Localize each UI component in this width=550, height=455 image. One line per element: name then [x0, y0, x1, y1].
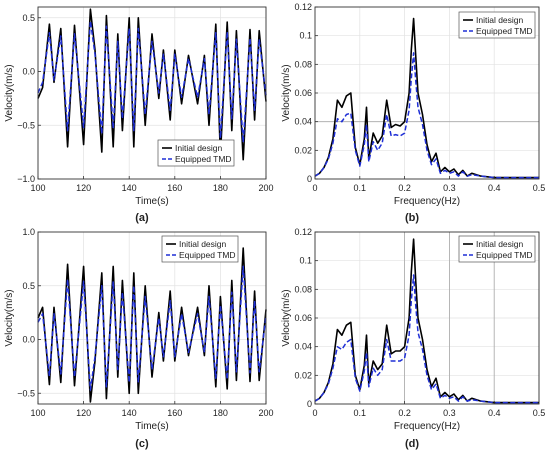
y-tick-label: 0.1 [299, 31, 312, 41]
x-axis-label: Frequency(Hz) [394, 196, 460, 207]
series-line-initial-design [37, 8, 267, 161]
y-tick-label: 0.1 [299, 256, 312, 266]
y-tick-label: 0.0 [22, 67, 35, 77]
series-line-equipped-tmd [314, 274, 539, 404]
x-tick-label: 0.2 [398, 408, 411, 418]
panel-b: (b) 0 0.1 0.2 0.3 0.4 0.5 0 0.02 0.04 0.06 0.08 0.1… [281, 2, 545, 224]
legend-label: Equipped TMD [476, 250, 533, 260]
axes-frame [37, 231, 267, 405]
legend-label: Initial design [179, 239, 227, 249]
x-tick-label: 160 [167, 408, 182, 418]
series-line-equipped-tmd [37, 20, 267, 144]
x-axis-label: Time(s) [135, 196, 169, 207]
x-tick-label: 0.3 [443, 408, 456, 418]
y-tick-label: −0.5 [17, 388, 35, 398]
x-tick-label: 0 [312, 183, 317, 193]
x-tick-label: 100 [30, 408, 45, 418]
panel-label: (d) [405, 438, 419, 450]
legend-label: Equipped TMD [179, 250, 236, 260]
x-tick-label: 0.5 [533, 183, 546, 193]
panel-label: (a) [135, 212, 149, 224]
y-axis-label: Velocity(m/s) [281, 64, 292, 121]
y-tick-label: 0.02 [294, 145, 312, 155]
y-tick-label: 0.02 [294, 370, 312, 380]
y-axis-label: Velocity(m/s) [4, 64, 15, 121]
y-axis-label: Velocity(m/s) [4, 289, 15, 346]
y-tick-label: 0.04 [294, 342, 312, 352]
y-tick-label: 1.0 [22, 227, 35, 237]
legend-box [161, 235, 239, 263]
x-tick-label: 160 [167, 183, 182, 193]
x-tick-label: 180 [213, 408, 228, 418]
x-tick-label: 0.1 [354, 408, 367, 418]
legend-box [458, 235, 536, 263]
series-line-initial-design [314, 17, 539, 179]
x-tick-label: 0.2 [398, 183, 411, 193]
x-tick-label: 120 [76, 408, 91, 418]
legend-label: Equipped TMD [476, 26, 533, 36]
series-line-initial-design [314, 238, 539, 404]
y-tick-label: 0.08 [294, 59, 312, 69]
y-tick-label: 0.04 [294, 117, 312, 127]
x-tick-label: 0.3 [443, 183, 456, 193]
legend-label: Equipped TMD [175, 154, 232, 164]
x-tick-label: 0.5 [533, 408, 546, 418]
panel-a: (a) 100 120 140 160 180 200 −1.0 −0.5 0.0 0.5 Time… [4, 6, 274, 224]
y-tick-label: 0.08 [294, 284, 312, 294]
panel-label: (c) [135, 438, 149, 450]
y-tick-label: 0.12 [294, 2, 312, 12]
series-line-equipped-tmd [37, 265, 267, 391]
series-line-equipped-tmd [314, 52, 539, 179]
y-tick-label: −0.5 [17, 120, 35, 130]
y-tick-label: 0.06 [294, 88, 312, 98]
x-tick-label: 100 [30, 183, 45, 193]
x-axis-label: Time(s) [135, 421, 169, 432]
legend-label: Initial design [476, 15, 524, 25]
series-line-initial-design [37, 247, 267, 403]
y-tick-label: 0.06 [294, 313, 312, 323]
legend-label: Initial design [476, 239, 524, 249]
y-axis-label: Velocity(m/s) [281, 289, 292, 346]
x-tick-label: 0.4 [488, 183, 501, 193]
x-tick-label: 120 [76, 183, 91, 193]
x-axis-label: Frequency(Hz) [394, 421, 460, 432]
x-tick-label: 0 [312, 408, 317, 418]
legend-box [157, 139, 235, 167]
axes-frame [37, 6, 267, 180]
x-tick-label: 200 [258, 408, 273, 418]
y-tick-label: 0.5 [22, 281, 35, 291]
y-tick-label: −1.0 [17, 174, 35, 184]
y-tick-label: 0.12 [294, 227, 312, 237]
panel-c: (c) 100 120 140 160 180 200 −0.5 0.0 0.5 1.0 Time(… [4, 227, 274, 450]
x-tick-label: 0.1 [354, 183, 367, 193]
y-tick-label: 0.5 [22, 13, 35, 23]
x-tick-label: 180 [213, 183, 228, 193]
panel-label: (b) [405, 212, 419, 224]
legend-box [458, 11, 536, 39]
y-tick-label: 0 [307, 174, 312, 184]
x-tick-label: 140 [122, 408, 137, 418]
y-tick-label: 0 [307, 399, 312, 409]
panel-d: (d) 0 0.1 0.2 0.3 0.4 0.5 0 0.02 0.04 0.06 0.08 0.1… [281, 227, 545, 450]
x-tick-label: 140 [122, 183, 137, 193]
x-tick-label: 0.4 [488, 408, 501, 418]
legend-label: Initial design [175, 143, 223, 153]
x-tick-label: 200 [258, 183, 273, 193]
y-tick-label: 0.0 [22, 335, 35, 345]
